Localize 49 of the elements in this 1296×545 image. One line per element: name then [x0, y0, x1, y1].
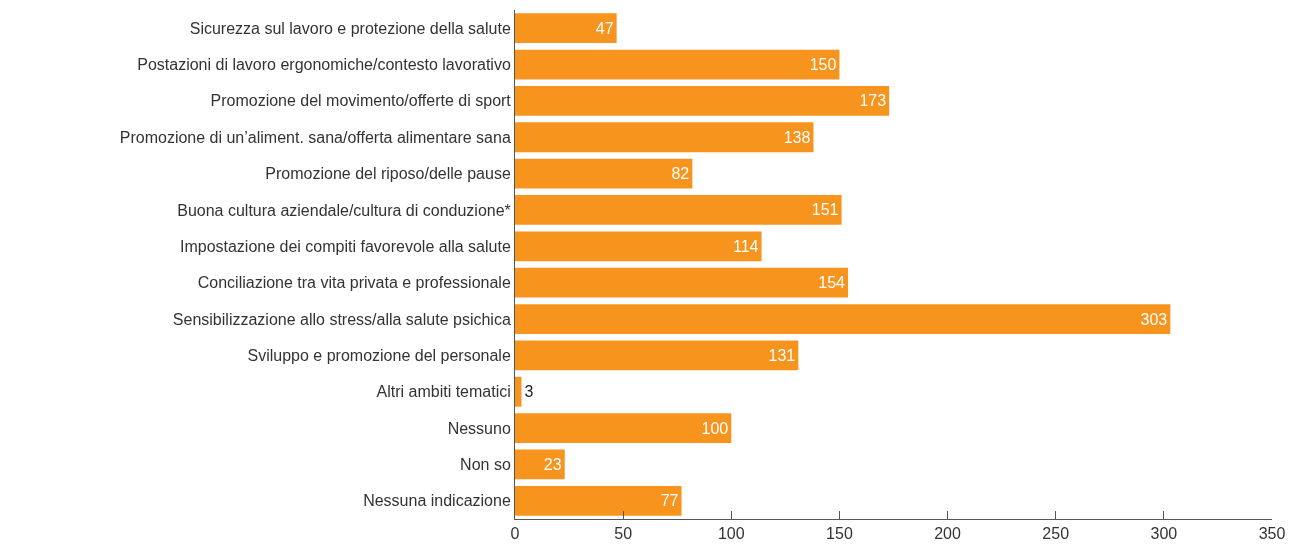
- bar: [515, 376, 522, 407]
- data-label: 114: [732, 237, 759, 255]
- y-tick-label: Postazioni di lavoro ergonomiche/contesto lavorativo: [137, 56, 511, 74]
- x-tick-label: 250: [1042, 525, 1070, 543]
- data-label: 303: [1140, 310, 1168, 328]
- bar: [515, 122, 814, 153]
- data-label: 173: [859, 92, 887, 110]
- data-label: 82: [671, 165, 690, 183]
- data-label: 23: [543, 455, 562, 473]
- y-tick-label: Promozione di un’aliment. sana/offerta alimentare sana: [119, 128, 511, 146]
- x-tick-label: 200: [934, 525, 962, 543]
- bar: [515, 267, 849, 298]
- y-tick-label: Sviluppo e promozione del personale: [247, 346, 511, 364]
- x-tick-label: 0: [510, 525, 520, 543]
- y-tick-label: Promozione del movimento/offerte di sport: [210, 92, 512, 110]
- y-tick-label: Non so: [460, 456, 511, 474]
- x-tick-label: 100: [717, 525, 745, 543]
- y-tick-label: Altri ambiti tematici: [376, 383, 511, 401]
- bar: [515, 485, 682, 516]
- y-tick-label: Nessuna indicazione: [363, 492, 511, 510]
- x-tick-label: 300: [1150, 525, 1178, 543]
- data-label: 100: [701, 419, 729, 437]
- bar: [515, 49, 840, 80]
- data-label: 47: [595, 19, 614, 37]
- bar: [515, 13, 617, 44]
- y-tick-label: Sensibilizzazione allo stress/alla salute psichica: [172, 310, 511, 328]
- y-tick-label: Buona cultura aziendale/cultura di conduzione*: [177, 201, 511, 219]
- bar: [515, 195, 842, 225]
- bar: [515, 85, 890, 116]
- y-tick-label: Sicurezza sul lavoro e protezione della salute: [189, 19, 511, 37]
- y-tick-label: Conciliazione tra vita privata e professionale: [197, 274, 511, 292]
- bar: [515, 231, 762, 262]
- x-tick-label: 50: [614, 525, 633, 543]
- bar: [515, 158, 693, 189]
- bar: [515, 304, 1171, 334]
- data-label: 3: [524, 383, 534, 401]
- y-tick-label: Nessuno: [447, 419, 511, 437]
- bar: [515, 413, 732, 444]
- y-tick-label: Impostazione dei compiti favorevole alla salute: [179, 237, 511, 255]
- data-label: 154: [818, 274, 846, 292]
- data-label: 138: [783, 128, 811, 146]
- data-label: 150: [809, 56, 837, 74]
- x-tick-label: 350: [1258, 525, 1286, 543]
- data-label: 151: [811, 201, 839, 219]
- bar: [515, 340, 799, 371]
- data-label: 77: [660, 492, 679, 510]
- y-tick-label: Promozione del riposo/delle pause: [265, 165, 511, 183]
- data-label: 131: [768, 346, 796, 364]
- x-tick-label: 150: [826, 525, 853, 543]
